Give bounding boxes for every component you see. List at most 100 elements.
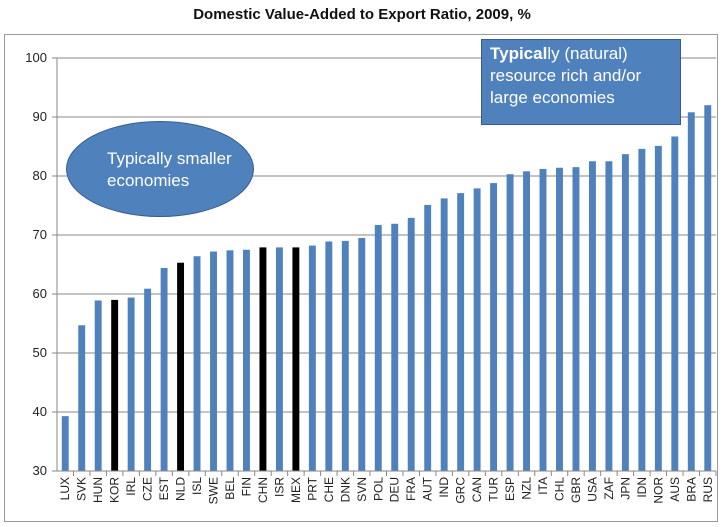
callout-small-economies: Typically smaller economies	[66, 121, 254, 217]
x-tick-label-isl: ISL	[190, 477, 204, 495]
bar-kor	[111, 299, 119, 471]
axes	[52, 57, 717, 476]
tick-labels: 30 40 50 60 70 80 90 100 LUX SVK HUN KOR IRL CZE EST NL…	[25, 50, 714, 504]
bar-chn	[259, 247, 267, 471]
bar-pol	[374, 224, 382, 471]
x-tick-label-grc: GRC	[454, 477, 468, 504]
x-tick-label-esp: ESP	[503, 477, 517, 501]
bar-gbr	[572, 167, 580, 471]
y-tick-label: 50	[33, 345, 47, 360]
bar-bra	[687, 112, 695, 471]
bar-hun	[94, 300, 102, 471]
x-tick-label-tur: TUR	[487, 477, 501, 502]
x-tick-label-irl: IRL	[124, 477, 138, 496]
x-tick-label-pol: POL	[371, 477, 385, 501]
x-tick-label-idn: IDN	[635, 477, 649, 498]
bar-isl	[193, 256, 201, 471]
y-tick-label: 70	[33, 227, 47, 242]
bar-svn	[358, 237, 366, 471]
x-tick-label-che: CHE	[322, 477, 336, 502]
x-tick-label-usa: USA	[585, 477, 599, 502]
callout-large-text: ly (natural) resource rich and/or large …	[490, 44, 642, 107]
bar-bel	[226, 250, 234, 471]
x-tick-label-lux: LUX	[58, 477, 72, 500]
bar-aut	[424, 204, 432, 471]
x-tick-label-svk: SVK	[75, 477, 89, 501]
bar-usa	[588, 161, 596, 471]
bar-fin	[243, 249, 250, 471]
bars	[61, 105, 712, 472]
x-tick-label-nor: NOR	[651, 477, 665, 504]
x-tick-label-can: CAN	[470, 477, 484, 502]
bar-ind	[440, 198, 448, 472]
bar-ita	[539, 168, 547, 472]
bar-irl	[127, 297, 135, 471]
bar-can	[473, 188, 481, 471]
x-tick-label-jpn: JPN	[618, 477, 632, 500]
bar-idn	[638, 148, 646, 472]
x-tick-label-bra: BRA	[684, 477, 698, 502]
x-tick-label-swe: SWE	[207, 477, 221, 504]
x-tick-label-bel: BEL	[223, 477, 237, 500]
bar-zaf	[605, 161, 613, 471]
x-tick-label-zaf: ZAF	[602, 477, 616, 500]
x-tick-label-gbr: GBR	[569, 477, 583, 503]
y-tick-label: 80	[33, 168, 47, 183]
bar-nzl	[523, 171, 530, 471]
x-tick-label-fra: FRA	[404, 477, 418, 501]
bar-deu	[391, 223, 399, 471]
bar-aus	[671, 136, 679, 471]
y-tick-label: 90	[33, 109, 47, 124]
bar-rus	[704, 105, 712, 471]
x-tick-label-aut: AUT	[421, 476, 435, 501]
callout-large-economies: Typically (natural) resource rich and/or…	[481, 39, 681, 125]
bar-jpn	[621, 154, 629, 472]
x-tick-label-ind: IND	[437, 477, 451, 498]
bar-nld	[177, 262, 185, 471]
bar-nor	[654, 145, 662, 471]
x-tick-label-aus: AUS	[668, 477, 682, 502]
x-tick-label-chl: CHL	[552, 477, 566, 501]
bar-chl	[556, 167, 563, 472]
chart-title: Domestic Value-Added to Export Ratio, 20…	[193, 6, 531, 23]
bar-esp	[506, 174, 514, 472]
callout-large-bold: Typical	[490, 44, 548, 63]
bar-dnk	[341, 240, 349, 471]
bar-isr	[275, 247, 283, 471]
x-tick-label-nld: NLD	[174, 477, 188, 501]
x-tick-label-ita: ITA	[536, 477, 550, 495]
y-tick-label: 60	[33, 286, 47, 301]
x-tick-label-est: EST	[157, 476, 171, 500]
bar-che	[325, 241, 333, 471]
x-tick-label-kor: KOR	[108, 477, 122, 503]
x-tick-label-cze: CZE	[141, 477, 155, 501]
x-tick-label-isr: ISR	[272, 477, 286, 497]
y-tick-label: 30	[33, 463, 47, 478]
bar-cze	[144, 288, 152, 471]
x-tick-label-svn: SVN	[355, 477, 369, 502]
bar-svk	[78, 325, 86, 471]
x-tick-label-chn: CHN	[256, 477, 270, 503]
bar-grc	[457, 193, 465, 472]
x-tick-label-rus: RUS	[701, 477, 715, 502]
x-tick-label-deu: DEU	[388, 477, 402, 502]
y-tick-label: 40	[33, 404, 47, 419]
chart-frame	[4, 34, 718, 522]
bar-mex	[292, 247, 300, 471]
x-tick-label-prt: PRT	[305, 476, 319, 500]
x-tick-label-mex: MEX	[289, 477, 303, 503]
bar-fra	[407, 217, 415, 471]
bar-lux	[61, 416, 69, 471]
bar-swe	[210, 251, 217, 471]
bar-tur	[490, 183, 498, 471]
bar-est	[160, 268, 168, 471]
x-tick-label-nzl: NZL	[520, 477, 534, 500]
x-tick-label-hun: HUN	[91, 477, 105, 503]
y-tick-label: 100	[25, 50, 47, 65]
x-tick-label-fin: FIN	[239, 477, 253, 496]
bar-prt	[308, 245, 316, 471]
x-tick-label-dnk: DNK	[338, 477, 352, 502]
callout-small-text: Typically smaller economies	[107, 149, 232, 190]
